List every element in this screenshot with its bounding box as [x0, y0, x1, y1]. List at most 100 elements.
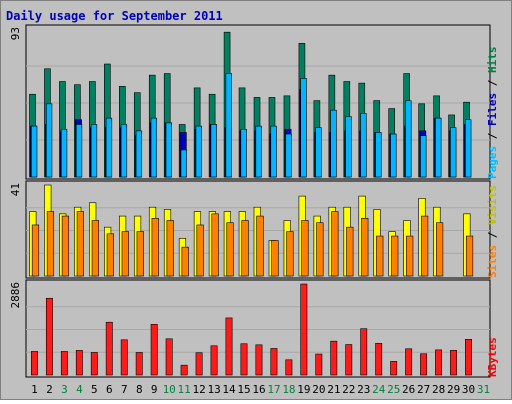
- bar-kbytes-7: [120, 339, 128, 376]
- bar-sites-30: [465, 235, 474, 277]
- bar-sites-4: [76, 211, 84, 277]
- bar-kbytes-16: [255, 344, 263, 376]
- bar-sites-22: [346, 226, 354, 277]
- bar-pages-5: [90, 124, 98, 178]
- bar-sites-24: [376, 235, 384, 277]
- bar-sites-3: [61, 215, 70, 277]
- legend-separator: /: [486, 126, 499, 146]
- bar-pages-25: [390, 133, 397, 178]
- bar-kbytes-6: [105, 321, 113, 376]
- bar-kbytes-15: [240, 343, 248, 376]
- bar-pages-6: [105, 117, 113, 178]
- bar-sites-7: [121, 231, 129, 277]
- bar-pages-20: [315, 127, 322, 178]
- bar-kbytes-3: [60, 351, 68, 376]
- bar-kbytes-26: [405, 348, 413, 376]
- legend-item-visits: Visits: [486, 185, 499, 225]
- bar-sites-19: [301, 220, 309, 277]
- x-tick-label-6: 6: [106, 383, 113, 396]
- bar-sites-16: [256, 215, 264, 277]
- x-tick-label-4: 4: [76, 383, 83, 396]
- bar-sites-9: [151, 217, 159, 277]
- legend-item-sites: Sites: [486, 245, 499, 278]
- x-tick-label-24: 24: [372, 383, 386, 396]
- bar-kbytes-25: [390, 361, 398, 376]
- bar-sites-8: [136, 231, 144, 277]
- bar-sites-12: [196, 224, 204, 277]
- x-tick-label-23: 23: [357, 383, 370, 396]
- legend-separator: /: [486, 225, 499, 245]
- bar-kbytes-21: [330, 340, 338, 376]
- bar-pages-10: [165, 122, 172, 178]
- bar-pages-27: [420, 135, 427, 178]
- bar-pages-14: [225, 73, 232, 178]
- bar-pages-24: [375, 132, 382, 178]
- x-tick-label-1: 1: [31, 383, 38, 396]
- bar-sites-20: [316, 222, 324, 277]
- legend-item-files: Files: [486, 93, 499, 126]
- bar-pages-12: [195, 125, 202, 178]
- bar-kbytes-2: [45, 297, 53, 376]
- bar-sites-18: [286, 231, 294, 277]
- bar-kbytes-30: [465, 339, 472, 376]
- x-tick-label-22: 22: [342, 383, 355, 396]
- bar-pages-28: [435, 117, 442, 178]
- legend: Pages / Files / Hits: [486, 47, 499, 180]
- bar-kbytes-13: [210, 345, 218, 376]
- bar-pages-1: [30, 125, 38, 178]
- x-tick-label-30: 30: [462, 383, 475, 396]
- bar-sites-6: [106, 233, 114, 277]
- bar-sites-13: [211, 213, 219, 277]
- x-axis-labels: 1 2 3 4 5 6 7 8 9 10 11 12 13 14 15 16 17 18 19 20 21 22 23 24 2…: [31, 383, 490, 396]
- bar-sites-21: [331, 211, 339, 277]
- panel-3: 2886 KBytes: [9, 279, 499, 378]
- x-tick-label-13: 13: [207, 383, 220, 396]
- bar-pages-15: [240, 128, 247, 178]
- bar-kbytes-19: [300, 283, 308, 376]
- x-tick-label-18: 18: [282, 383, 295, 396]
- legend: KBytes: [486, 337, 499, 377]
- x-tick-label-9: 9: [151, 383, 158, 396]
- bar-pages-21: [330, 109, 337, 178]
- bar-sites-26: [406, 235, 414, 277]
- bar-sites-25: [391, 235, 399, 277]
- x-tick-label-12: 12: [193, 383, 206, 396]
- bar-sites-23: [361, 217, 369, 277]
- bar-sites-28: [436, 222, 444, 277]
- bar-kbytes-5: [90, 352, 98, 376]
- legend-item-pages: Pages: [486, 146, 499, 179]
- y-max-label: 41: [9, 183, 22, 196]
- panel-2: 41 Sites / Visits: [9, 180, 499, 279]
- bar-pages-16: [255, 125, 262, 178]
- x-tick-label-8: 8: [136, 383, 143, 396]
- x-tick-label-5: 5: [91, 383, 98, 396]
- x-tick-label-7: 7: [121, 383, 128, 396]
- x-tick-label-25: 25: [387, 383, 400, 396]
- bar-kbytes-12: [195, 352, 203, 376]
- bar-pages-26: [405, 100, 412, 178]
- bar-pages-22: [345, 116, 352, 178]
- bar-sites-10: [166, 220, 174, 277]
- bar-pages-23: [360, 113, 367, 178]
- bar-pages-18: [285, 133, 292, 178]
- legend-item-kbytes: KBytes: [486, 337, 499, 377]
- y-max-label: 93: [9, 27, 22, 40]
- legend: Sites / Visits: [486, 185, 499, 278]
- bar-sites-1: [31, 224, 40, 277]
- x-tick-label-2: 2: [46, 383, 53, 396]
- bar-kbytes-18: [285, 359, 293, 376]
- bar-pages-8: [135, 130, 143, 178]
- bar-kbytes-8: [135, 352, 143, 376]
- bar-kbytes-9: [150, 323, 158, 376]
- legend-item-hits: Hits: [486, 47, 499, 74]
- x-tick-label-28: 28: [432, 383, 445, 396]
- bar-kbytes-4: [75, 350, 83, 376]
- x-tick-label-10: 10: [163, 383, 176, 396]
- bar-kbytes-14: [225, 317, 233, 376]
- x-tick-label-27: 27: [417, 383, 430, 396]
- bar-pages-9: [150, 117, 158, 178]
- bar-kbytes-22: [345, 344, 353, 376]
- bar-pages-19: [300, 78, 307, 178]
